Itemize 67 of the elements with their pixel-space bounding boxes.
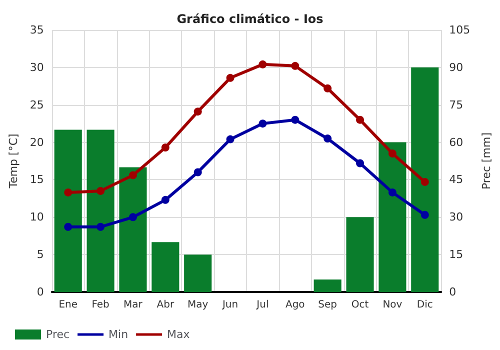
point <box>388 150 396 158</box>
x-tick-label: Jun <box>221 300 238 310</box>
y-tick-label: 30 <box>30 60 44 74</box>
point <box>96 222 105 231</box>
y-tick-label: 35 <box>30 24 44 36</box>
x-tick-label: Abr <box>156 300 175 310</box>
point <box>291 116 300 124</box>
point <box>128 171 137 180</box>
bar <box>119 167 147 292</box>
point <box>388 188 396 196</box>
point <box>161 196 170 204</box>
point <box>128 213 137 222</box>
legend-label: Min <box>108 328 128 341</box>
point <box>324 84 332 92</box>
y-tick-label: 15 <box>30 173 44 186</box>
y-tick-label: 5 <box>36 248 44 262</box>
bar <box>378 142 406 292</box>
point <box>356 116 364 124</box>
x-tick-label: Dic <box>416 300 433 310</box>
y2-axis-title: Prec [mm] <box>480 132 493 190</box>
point <box>356 159 364 168</box>
point <box>64 188 72 196</box>
x-tick-label: Oct <box>351 300 369 310</box>
y2-tick-label: 75 <box>449 98 464 112</box>
y2-tick-label: 105 <box>449 24 470 36</box>
y2-tick-label: 45 <box>449 173 464 186</box>
y-tick-label: 20 <box>30 136 44 149</box>
x-tick-label: Ago <box>285 300 305 310</box>
bar <box>86 130 114 292</box>
point <box>420 178 429 186</box>
y-tick-label: 0 <box>36 286 44 298</box>
point <box>161 144 170 152</box>
point <box>226 135 234 144</box>
y2-tick-label: 0 <box>449 286 456 298</box>
bar <box>411 67 439 292</box>
y2-tick-label: 60 <box>449 136 464 149</box>
bar <box>54 130 82 292</box>
y-tick-label: 25 <box>30 98 44 112</box>
point <box>194 108 202 116</box>
point <box>258 120 267 128</box>
point <box>420 210 429 219</box>
chart-title: Gráfico climático - Ios <box>176 12 324 26</box>
x-tick-label: Ene <box>58 300 78 310</box>
point <box>226 74 234 82</box>
point <box>258 60 267 68</box>
x-tick-label: Sep <box>318 300 338 310</box>
y-tick-label: 10 <box>30 210 44 224</box>
y2-tick-label: 90 <box>449 60 464 74</box>
x-tick-label: May <box>188 300 208 310</box>
point <box>64 222 72 231</box>
x-tick-label: Feb <box>92 300 110 310</box>
y-axis-title: Temp [°C] <box>7 134 20 190</box>
y2-tick-label: 30 <box>449 210 464 224</box>
point <box>194 168 202 176</box>
bar <box>346 217 374 292</box>
point <box>324 134 332 143</box>
point <box>291 62 300 70</box>
legend-label: Prec <box>46 328 70 341</box>
bar <box>152 242 180 292</box>
x-tick-label: Jul <box>256 300 269 310</box>
bar <box>314 280 342 292</box>
legend-label: Max <box>167 328 190 341</box>
bar <box>184 254 212 292</box>
x-tick-label: Nov <box>382 300 402 310</box>
point <box>96 186 105 195</box>
x-tick-label: Mar <box>124 300 144 310</box>
y2-tick-label: 15 <box>449 248 464 262</box>
